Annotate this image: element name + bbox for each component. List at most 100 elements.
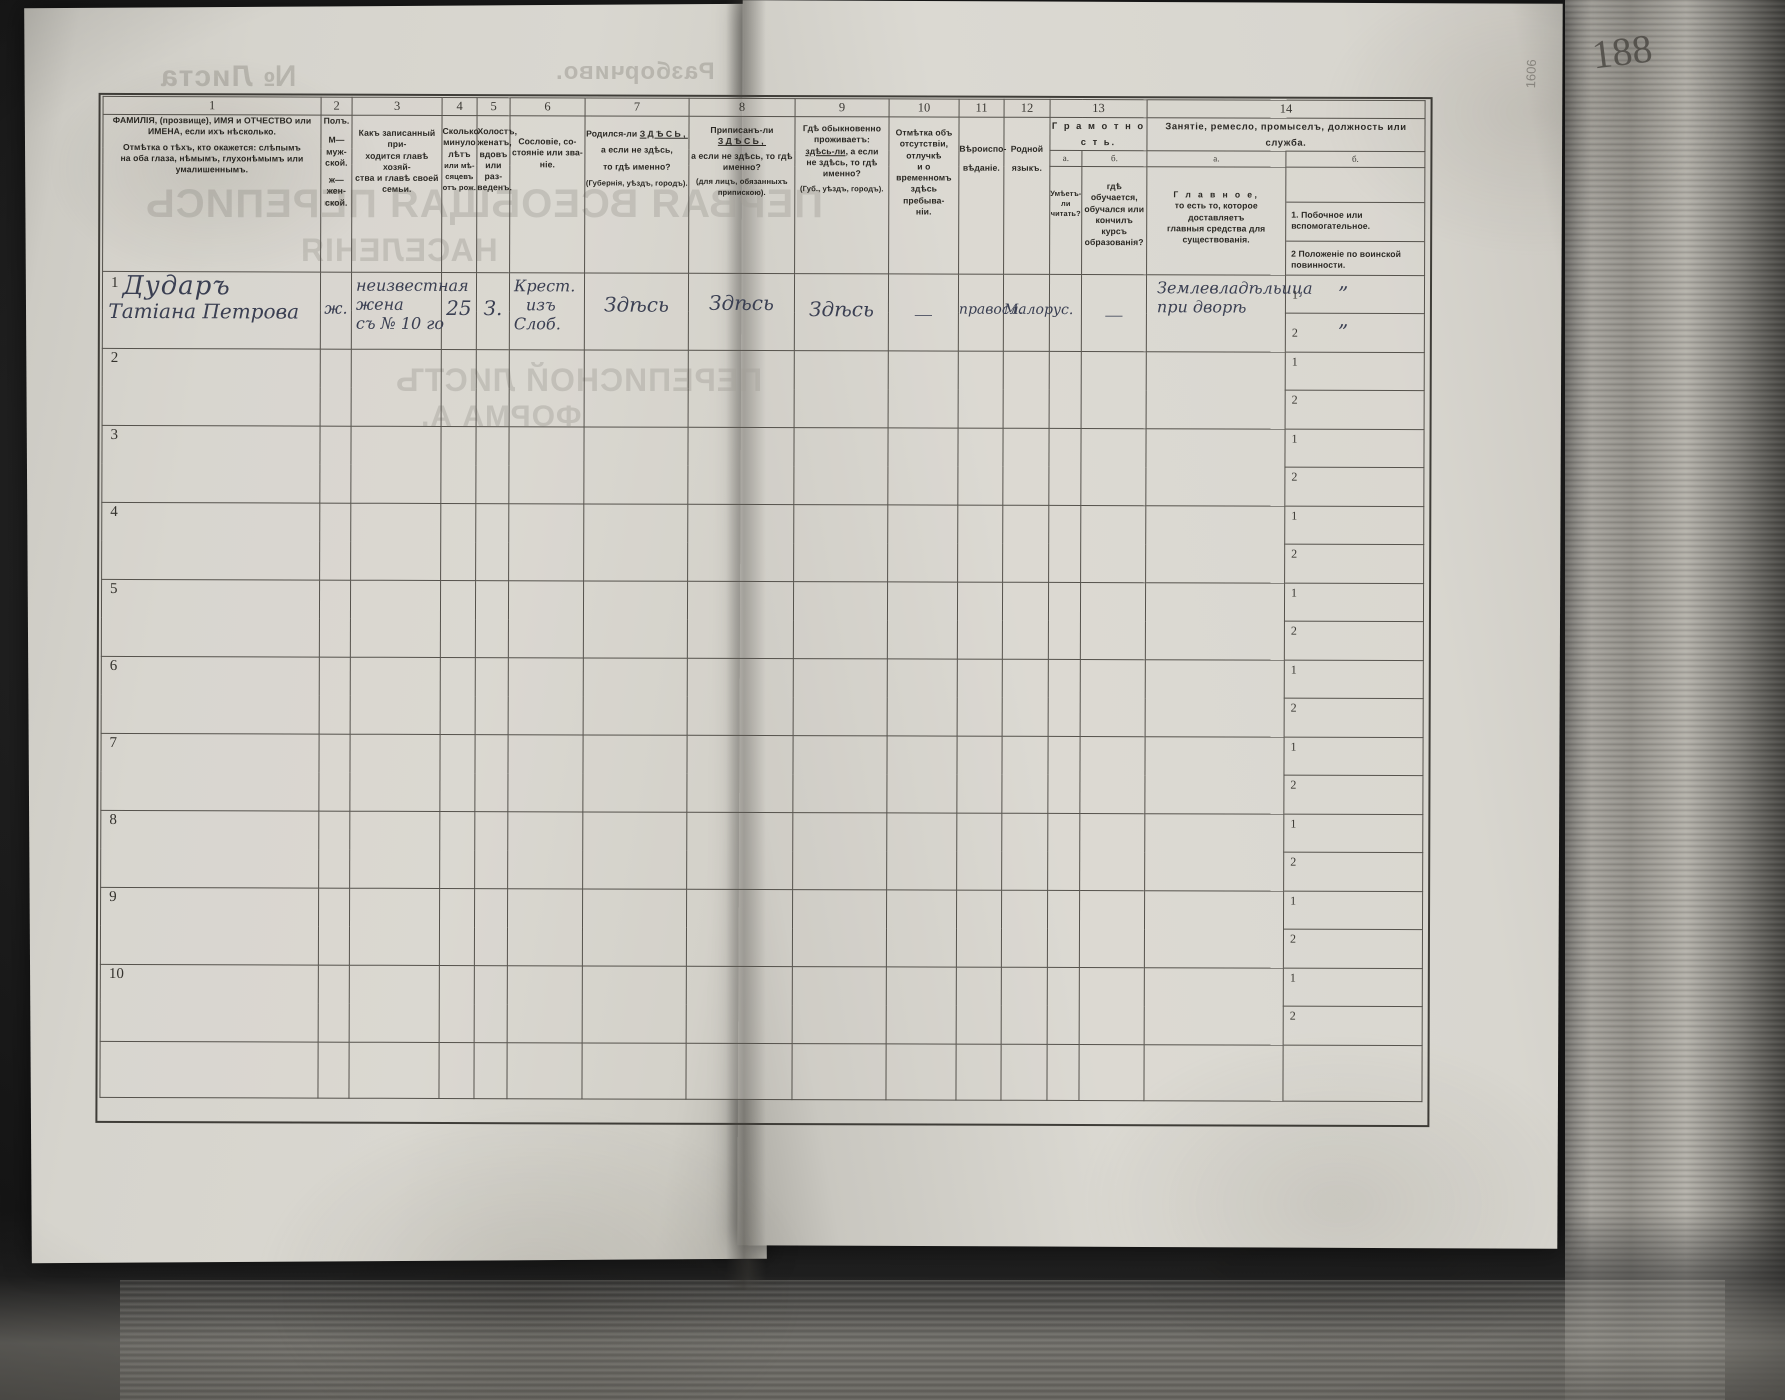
cell-relation[interactable] (350, 502, 441, 581)
cell-estate[interactable] (507, 811, 583, 889)
cell-education[interactable]: — (1081, 274, 1147, 352)
cell-resides-here[interactable] (792, 889, 887, 967)
cell-military-status[interactable]: 2 ” (1285, 313, 1425, 353)
cell-religion[interactable] (956, 735, 1003, 813)
cell-occupation-main[interactable] (1144, 813, 1284, 891)
cell-registered-here[interactable] (687, 580, 794, 659)
cell-military-status[interactable]: 2 (1283, 929, 1423, 969)
cell-literate[interactable] (1049, 350, 1082, 429)
cell-name[interactable]: 3 (101, 425, 321, 503)
cell-religion[interactable] (958, 350, 1004, 428)
cell-absence-note[interactable] (887, 504, 958, 582)
cell-occupation-auxiliary[interactable]: 1 (1284, 428, 1425, 468)
cell-age[interactable] (439, 888, 475, 966)
cell-marital-status[interactable] (475, 580, 509, 658)
cell-name[interactable]: 7 (100, 733, 320, 811)
table-row[interactable]: 1 Дударъ Татіана Петрова ж. неизвестная … (102, 271, 1425, 352)
cell-literate[interactable] (1047, 889, 1080, 968)
cell-relation[interactable] (351, 348, 442, 427)
cell-occupation-auxiliary[interactable]: 1 (1283, 890, 1423, 930)
cell-marital-status[interactable] (474, 734, 509, 812)
cell-registered-here[interactable] (687, 657, 794, 736)
cell-education[interactable] (1079, 967, 1145, 1045)
cell-estate[interactable]: Крест. изъ Слоб. (509, 272, 585, 350)
cell-resides-here[interactable]: Здѣсь (794, 273, 889, 351)
cell-registered-here[interactable] (687, 503, 794, 582)
cell-born-here[interactable] (583, 426, 689, 504)
cell-registered-here[interactable] (688, 349, 795, 428)
cell-estate[interactable] (508, 503, 584, 581)
cell-relation[interactable] (349, 887, 440, 966)
table-row[interactable]: 10 1 (100, 964, 1423, 1045)
cell-religion[interactable]: правосл. (958, 273, 1023, 351)
cell-born-here[interactable]: Здѣсь (584, 272, 689, 350)
cell-sex[interactable] (318, 733, 351, 811)
cell-registered-here[interactable] (686, 734, 794, 813)
cell-age[interactable] (440, 580, 476, 658)
cell-resides-here[interactable] (793, 581, 888, 659)
cell-military-status[interactable]: 2 (1284, 467, 1424, 507)
cell-education[interactable] (1079, 890, 1145, 968)
cell-absence-note[interactable] (887, 581, 958, 659)
cell-military-status[interactable]: 2 (1284, 621, 1424, 661)
cell-sex[interactable] (318, 964, 350, 1042)
cell-military-status[interactable]: 2 (1283, 775, 1423, 815)
cell-literate[interactable] (1048, 504, 1081, 583)
cell-born-here[interactable] (582, 811, 687, 889)
cell-estate[interactable] (508, 426, 585, 504)
cell-sex[interactable] (319, 502, 351, 580)
cell-military-status[interactable]: 2 (1285, 390, 1425, 430)
cell-born-here[interactable] (582, 734, 688, 812)
cell-sex[interactable] (319, 656, 351, 734)
cell-resides-here[interactable] (793, 504, 888, 582)
cell-occupation-auxiliary[interactable]: 1 (1284, 582, 1424, 622)
cell-age[interactable] (441, 349, 477, 427)
cell-occupation-main[interactable] (1145, 428, 1286, 506)
cell-occupation-auxiliary[interactable]: 1 (1283, 736, 1424, 776)
cell-name[interactable]: 1 Дударъ Татіана Петрова (102, 271, 321, 349)
cell-relation[interactable] (350, 579, 441, 658)
cell-sex[interactable] (319, 579, 351, 657)
cell-sex[interactable] (319, 425, 352, 503)
cell-education[interactable] (1079, 736, 1146, 814)
cell-age[interactable] (439, 734, 476, 812)
cell-estate[interactable] (507, 888, 583, 966)
cell-absence-note[interactable] (886, 966, 957, 1044)
cell-estate[interactable] (507, 734, 584, 812)
cell-born-here[interactable] (583, 657, 688, 735)
cell-sex[interactable] (318, 887, 350, 965)
cell-absence-note[interactable] (888, 350, 959, 428)
cell-literate[interactable] (1047, 812, 1080, 891)
cell-estate[interactable] (508, 657, 584, 735)
cell-education[interactable] (1081, 351, 1147, 429)
cell-occupation-main[interactable] (1146, 351, 1286, 429)
cell-occupation-auxiliary[interactable]: 1 (1283, 967, 1423, 1007)
cell-native-language[interactable] (1001, 812, 1048, 890)
cell-resides-here[interactable] (792, 966, 887, 1044)
cell-native-language[interactable] (1001, 735, 1049, 813)
cell-marital-status[interactable]: З. (476, 272, 510, 350)
cell-native-language[interactable] (1002, 427, 1050, 505)
cell-education[interactable] (1080, 659, 1146, 737)
cell-occupation-auxiliary[interactable]: 1 (1285, 351, 1425, 391)
cell-resides-here[interactable] (793, 427, 889, 505)
cell-resides-here[interactable] (794, 350, 889, 428)
cell-registered-here[interactable] (686, 965, 793, 1044)
cell-marital-status[interactable] (474, 965, 508, 1043)
cell-religion[interactable] (957, 427, 1004, 505)
cell-age[interactable] (440, 503, 476, 581)
cell-absence-note[interactable] (886, 812, 957, 890)
cell-occupation-main[interactable] (1145, 582, 1285, 660)
cell-born-here[interactable] (582, 965, 687, 1043)
cell-relation[interactable] (350, 656, 441, 735)
cell-military-status[interactable]: 2 (1284, 698, 1424, 738)
cell-education[interactable] (1080, 428, 1147, 506)
cell-name[interactable]: 4 (101, 502, 320, 580)
cell-age[interactable] (439, 965, 475, 1043)
